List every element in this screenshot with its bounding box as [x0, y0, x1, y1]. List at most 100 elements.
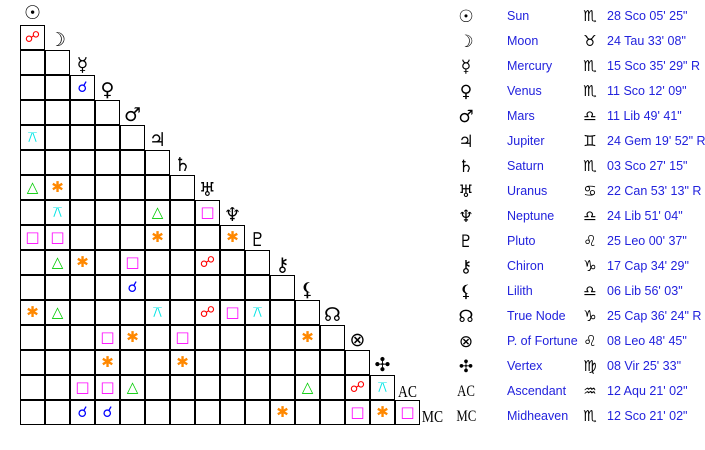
position-row-vertex: ✣ Vertex ♍ 08 Vir 25' 33": [450, 354, 705, 379]
aspect-cell: □: [95, 325, 120, 350]
quincunx-icon: ⚻: [152, 303, 163, 321]
position-row-moon: ☽ Moon ♉ 24 Tau 33' 08": [450, 29, 705, 54]
body-name: Mercury: [507, 59, 553, 73]
aspect-cell: [245, 275, 270, 300]
aspect-cell: [270, 375, 295, 400]
lilith-symbol-icon: ⚸: [300, 279, 315, 301]
sextile-icon: ✱: [76, 253, 89, 271]
aspect-cell: [245, 400, 270, 425]
zodiac-sign-icon: ♊: [583, 132, 597, 150]
conjunction-icon: ☌: [127, 278, 138, 296]
trine-icon: △: [26, 178, 39, 196]
aspect-cell: [95, 300, 120, 325]
body-position: 08 Leo 48' 45": [607, 334, 687, 348]
aspect-cell: □: [95, 375, 120, 400]
aspect-cell: □: [70, 375, 95, 400]
zodiac-sign-icon: ♌: [583, 332, 597, 350]
aspect-cell: [45, 275, 70, 300]
body-position: 24 Gem 19' 52" R: [607, 134, 705, 148]
aspect-cell: [45, 75, 70, 100]
aspect-cell: ✱: [220, 225, 245, 250]
lilith-icon: ⚸: [459, 282, 473, 302]
position-row-pluto: ♇ Pluto ♌ 25 Leo 00' 37": [450, 229, 705, 254]
aspect-cell: [70, 300, 95, 325]
aspect-cell: [220, 250, 245, 275]
aspect-cell: [145, 250, 170, 275]
aspect-cell: [70, 150, 95, 175]
body-position: 12 Aqu 21' 02": [607, 384, 688, 398]
square-icon: □: [50, 228, 65, 246]
aspect-cell: □: [170, 325, 195, 350]
sextile-icon: ✱: [376, 403, 389, 421]
midheaven-symbol-icon: MC: [421, 407, 444, 426]
body-position: 25 Cap 36' 24" R: [607, 309, 702, 323]
body-position: 17 Cap 34' 29": [607, 259, 689, 273]
aspect-cell: [245, 250, 270, 275]
aspect-cell: ⚻: [245, 300, 270, 325]
body-position: 28 Sco 05' 25": [607, 9, 688, 23]
aspect-cell: □: [20, 225, 45, 250]
aspect-cell: ☍: [20, 25, 45, 50]
zodiac-sign-icon: ♏: [583, 82, 597, 100]
sextile-icon: ✱: [126, 328, 139, 346]
aspect-cell: ⚻: [370, 375, 395, 400]
conjunction-icon: ☌: [102, 403, 113, 421]
aspect-cell: [120, 175, 145, 200]
true-node-symbol-icon: ☊: [324, 304, 341, 326]
square-icon: □: [400, 403, 415, 421]
zodiac-sign-icon: ♏: [583, 7, 597, 25]
aspect-cell: △: [295, 375, 320, 400]
p-of-fortune-symbol-icon: ⊗: [349, 329, 366, 351]
trine-icon: △: [126, 378, 139, 396]
body-name: Ascendant: [507, 384, 567, 398]
aspect-cell: [220, 375, 245, 400]
aspect-cell: □: [45, 225, 70, 250]
aspect-cell: [295, 400, 320, 425]
aspect-cell: [145, 350, 170, 375]
aspect-cell: [20, 325, 45, 350]
opposition-icon: ☍: [349, 378, 366, 396]
aspect-cell: [170, 300, 195, 325]
aspect-cell: [120, 125, 145, 150]
aspect-cell: △: [45, 250, 70, 275]
position-row-saturn: ♄ Saturn ♏ 03 Sco 27' 15": [450, 154, 705, 179]
aspect-cell: [145, 175, 170, 200]
vertex-symbol-icon: ✣: [374, 354, 391, 376]
zodiac-sign-icon: ♎: [583, 282, 597, 300]
body-name: Pluto: [507, 234, 536, 248]
aspect-cell: [195, 275, 220, 300]
body-name: Lilith: [507, 284, 533, 298]
aspect-cell: [170, 400, 195, 425]
aspect-cell: [95, 150, 120, 175]
body-name: Uranus: [507, 184, 548, 198]
square-icon: □: [125, 253, 140, 271]
aspect-cell: [45, 325, 70, 350]
aspect-cell: △: [20, 175, 45, 200]
aspect-cell: [270, 325, 295, 350]
position-row-true-node: ☊ True Node ♑ 25 Cap 36' 24" R: [450, 304, 705, 329]
position-row-mars: ♂ Mars ♎ 11 Lib 49' 41": [450, 104, 705, 129]
aspect-cell: ✱: [145, 225, 170, 250]
aspect-cell: [245, 350, 270, 375]
body-name: Jupiter: [507, 134, 545, 148]
position-row-uranus: ♅ Uranus ♋ 22 Can 53' 13" R: [450, 179, 705, 204]
aspect-cell: [320, 400, 345, 425]
aspect-cell: □: [395, 400, 420, 425]
pluto-symbol-icon: ♇: [248, 229, 267, 251]
aspect-cell: [170, 275, 195, 300]
opposition-icon: ☍: [199, 303, 216, 321]
aspect-cell: ⚻: [145, 300, 170, 325]
aspect-cell: [220, 350, 245, 375]
aspect-cell: [45, 125, 70, 150]
aspect-cell: [145, 275, 170, 300]
true-node-icon: ☊: [458, 307, 474, 327]
aspect-cell: [20, 50, 45, 75]
aspect-cell: [120, 225, 145, 250]
aspect-cell: △: [120, 375, 145, 400]
aspect-cell: [45, 50, 70, 75]
aspect-cell: [170, 250, 195, 275]
aspect-cell: [95, 225, 120, 250]
moon-icon: ☽: [458, 32, 474, 52]
aspect-cell: [120, 300, 145, 325]
aspect-cell: ✱: [295, 325, 320, 350]
